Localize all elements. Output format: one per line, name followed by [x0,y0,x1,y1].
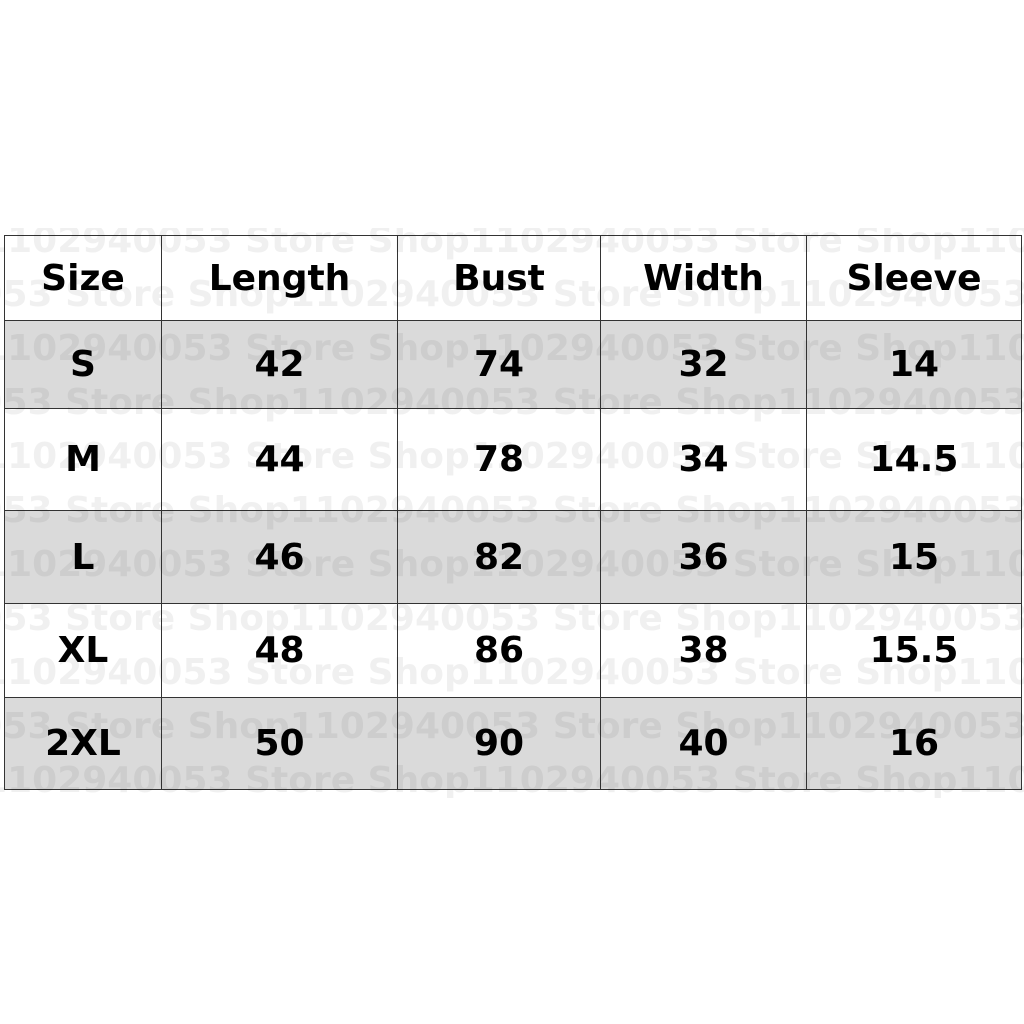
header-text: Size [41,257,125,299]
table-cell: 15.5 [806,603,1022,698]
cell-value: 78 [473,439,525,480]
cell-value: 36 [678,536,729,578]
cell-value: 42 [254,344,305,385]
table-cell: 74 [397,320,601,409]
cell-value: 15 [888,536,940,578]
cell-value: 40 [678,723,729,764]
cell-value: 44 [254,439,305,480]
header-text: Sleeve [846,257,982,299]
header-row: Size Length Bust Width Sleeve [4,235,1022,321]
table-cell: 90 [397,697,601,790]
cell-value: 16 [888,723,940,764]
size-chart-table: Size Length Bust Width Sleeve S 42 74 32 14 M… [4,235,1022,790]
table-row: M 44 78 34 14.5 [4,408,1022,511]
table-row: 2XL 50 90 40 16 [4,697,1022,790]
cell-value: 38 [678,630,729,671]
table-cell: 50 [161,697,398,790]
table-row: S 42 74 32 14 [4,320,1022,409]
cell-value: M [65,439,101,480]
table-cell: 14.5 [806,408,1022,511]
table-cell: 78 [397,408,601,511]
cell-value: 74 [473,344,525,385]
cell-value: 15.5 [869,630,959,671]
header-width: Width [600,235,807,321]
table-cell: 46 [161,510,398,604]
header-size: Size [4,235,162,321]
cell-value: 32 [678,344,729,385]
header-sleeve: Sleeve [806,235,1022,321]
table-cell: 42 [161,320,398,409]
cell-value: 90 [473,723,525,764]
cell-value: 82 [473,536,525,578]
table-cell: 15 [806,510,1022,604]
cell-value: S [70,344,96,385]
cell-value: L [71,536,95,578]
table-cell: 2XL [4,697,162,790]
table-cell: XL [4,603,162,698]
table-cell: 14 [806,320,1022,409]
header-text: Length [208,257,351,299]
cell-value: 48 [254,630,305,671]
table-cell: 48 [161,603,398,698]
cell-value: 34 [678,439,729,480]
cell-value: 46 [254,536,305,578]
table-cell: S [4,320,162,409]
header-bust: Bust [397,235,601,321]
cell-value: 50 [254,723,305,764]
table-cell: 32 [600,320,807,409]
table-cell: 86 [397,603,601,698]
table-row: XL 48 86 38 15.5 [4,603,1022,698]
table-cell: L [4,510,162,604]
table-cell: 16 [806,697,1022,790]
cell-value: 14.5 [869,439,959,480]
cell-value: 86 [473,630,525,671]
table-cell: 34 [600,408,807,511]
table-row: L 46 82 36 15 [4,510,1022,604]
table-cell: M [4,408,162,511]
table-cell: 38 [600,603,807,698]
table-cell: 44 [161,408,398,511]
header-length: Length [161,235,398,321]
table-cell: 36 [600,510,807,604]
header-text: Bust [453,257,545,299]
cell-value: XL [57,630,109,671]
cell-value: 14 [888,344,940,385]
table-cell: 40 [600,697,807,790]
cell-value: 2XL [45,723,121,764]
table-cell: 82 [397,510,601,604]
header-text: Width [643,257,764,299]
